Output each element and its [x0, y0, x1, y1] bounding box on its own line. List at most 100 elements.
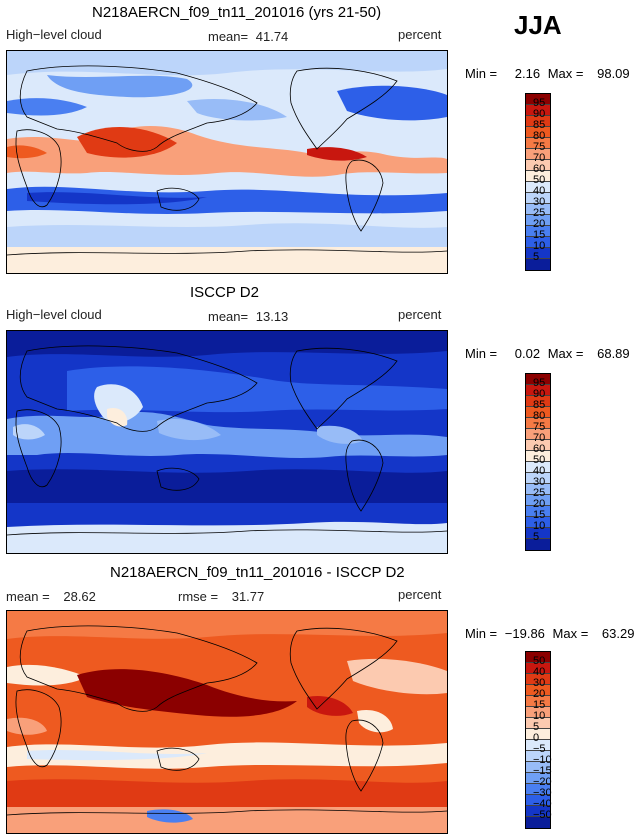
min-value: −19.86 — [504, 626, 545, 641]
units-label: percent — [398, 307, 442, 322]
colorbar-swatch — [526, 495, 550, 506]
diff-blob-indo-pacific — [77, 669, 297, 717]
colorbar-tick-label: 60 — [533, 443, 546, 455]
colorbar-tick-label: 85 — [533, 119, 546, 131]
season-label: JJA — [514, 10, 562, 40]
colorbar-tick-label: 20 — [533, 498, 546, 510]
obs-band-north — [7, 331, 447, 357]
colorbar-swatch — [526, 204, 550, 215]
mean-label: mean= 13.13 — [208, 309, 288, 324]
variable-label: High−level cloud — [6, 307, 102, 322]
diff-blob-europe — [7, 664, 87, 686]
max-label: Max = — [547, 346, 584, 361]
diff-blob-africa — [7, 717, 47, 735]
colorbar-tick-label: 5 — [533, 531, 540, 543]
model-band-south-mid — [7, 223, 447, 247]
diff-blob-atlantic-tropical — [357, 709, 393, 733]
colorbar-swatch — [526, 138, 550, 149]
min-label: Min = — [465, 66, 498, 81]
colorbar-tick-label: 20 — [533, 218, 546, 230]
max-value: 68.89 — [597, 346, 630, 361]
colorbar-tick-label: −40 — [533, 798, 552, 810]
min-max-readout: Min = 2.16 Max = 98.09 — [465, 66, 630, 81]
mean-value: 41.74 — [255, 29, 289, 44]
colorbar-tick-label: 10 — [533, 520, 546, 532]
colorbar-swatch — [526, 729, 550, 740]
colorbar-swatch — [526, 193, 550, 204]
colorbar-tick-label: 30 — [533, 677, 546, 689]
colorbar-swatch — [526, 806, 550, 817]
colorbar-swatch — [526, 773, 550, 784]
panel-title: N218AERCN_f09_tn11_201016 - ISCCP D2 — [110, 564, 405, 581]
max-label: Max = — [552, 626, 589, 641]
min-value: 0.02 — [514, 346, 541, 361]
colorbar-tick-label: 95 — [533, 377, 546, 389]
colorbar-tick-label: 30 — [533, 196, 546, 208]
diff-map — [6, 610, 448, 834]
colorbar-tick-label: 90 — [533, 108, 546, 120]
coastlines — [7, 625, 447, 816]
colorbar-swatch — [526, 259, 550, 270]
colorbar-swatch — [526, 127, 550, 138]
colorbar-tick-label: 75 — [533, 141, 546, 153]
diff-blob-central-america — [307, 695, 353, 716]
model-band-south-dry — [7, 186, 447, 214]
model-band-antarctic — [7, 247, 447, 273]
diff-blob-antarctic-negative — [147, 809, 193, 823]
colorbar — [525, 373, 551, 551]
colorbar-tick-label: 15 — [533, 229, 546, 241]
mean-label-text: mean= — [208, 309, 249, 324]
rmse-label-text: rmse = — [178, 589, 219, 604]
colorbar-swatch — [526, 696, 550, 707]
colorbar-tick-label: 30 — [533, 476, 546, 488]
colorbar-tick-label: 70 — [533, 432, 546, 444]
colorbar-tick-label: 90 — [533, 388, 546, 400]
colorbar-swatch — [526, 149, 550, 160]
colorbar-swatch — [526, 429, 550, 440]
diff-blob-south-indian — [27, 750, 207, 761]
colorbar-tick-label: 10 — [533, 240, 546, 252]
max-value: 98.09 — [597, 66, 630, 81]
model-blob-central-america — [307, 147, 367, 161]
colorbar-swatch — [526, 484, 550, 495]
colorbar-swatch — [526, 116, 550, 127]
min-value: 2.16 — [514, 66, 541, 81]
colorbar-tick-label: 80 — [533, 130, 546, 142]
diff-blob-atlantic-north — [347, 658, 447, 695]
min-label: Min = — [465, 626, 498, 641]
colorbar-tick-label: 50 — [533, 655, 546, 667]
colorbar-swatch — [526, 248, 550, 259]
colorbar-swatch — [526, 385, 550, 396]
colorbar-tick-label: −15 — [533, 765, 552, 777]
obs-blob-africa — [13, 424, 45, 440]
colorbar-swatch — [526, 374, 550, 385]
colorbar-tick-label: 0 — [533, 732, 540, 744]
diff-band-south-mid — [7, 779, 447, 807]
colorbar-tick-label: −30 — [533, 787, 552, 799]
model-blob-atlantic-north — [337, 85, 447, 121]
units-label: percent — [398, 27, 442, 42]
colorbar-tick-label: 5 — [533, 721, 540, 733]
colorbar-tick-label: 70 — [533, 152, 546, 164]
colorbar-swatch — [526, 94, 550, 105]
colorbar-swatch — [526, 182, 550, 193]
model-blob-pacific-north — [187, 98, 287, 121]
colorbar-swatch — [526, 440, 550, 451]
colorbar-swatch — [526, 718, 550, 729]
min-max-readout: Min = −19.86 Max = 63.29 — [465, 626, 634, 641]
colorbar-swatch — [526, 517, 550, 528]
obs-band-south — [7, 469, 447, 503]
obs-blob-west-pacific — [157, 418, 221, 441]
colorbar-swatch — [526, 418, 550, 429]
colorbar-swatch — [526, 237, 550, 248]
rmse-label: rmse = 31.77 — [178, 589, 264, 604]
colorbar-tick-label: 85 — [533, 399, 546, 411]
colorbar-swatch — [526, 171, 550, 182]
colorbar-tick-label: 25 — [533, 207, 546, 219]
obs-blob-tibet — [94, 384, 143, 423]
colorbar-swatch — [526, 396, 550, 407]
colorbar-tick-label: 50 — [533, 174, 546, 186]
colorbar-swatch — [526, 451, 550, 462]
min-max-readout: Min = 0.02 Max = 68.89 — [465, 346, 630, 361]
colorbar-swatch — [526, 407, 550, 418]
